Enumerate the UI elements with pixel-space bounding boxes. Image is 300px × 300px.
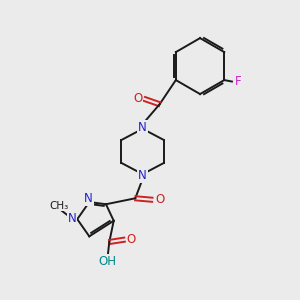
Text: N: N xyxy=(138,169,147,182)
Text: F: F xyxy=(235,75,242,88)
Text: O: O xyxy=(133,92,142,105)
Text: N: N xyxy=(138,121,147,134)
Text: O: O xyxy=(127,232,136,245)
Text: O: O xyxy=(155,193,164,206)
Text: OH: OH xyxy=(99,255,117,268)
Text: N: N xyxy=(68,212,76,225)
Text: N: N xyxy=(84,192,93,205)
Text: CH₃: CH₃ xyxy=(50,201,69,211)
